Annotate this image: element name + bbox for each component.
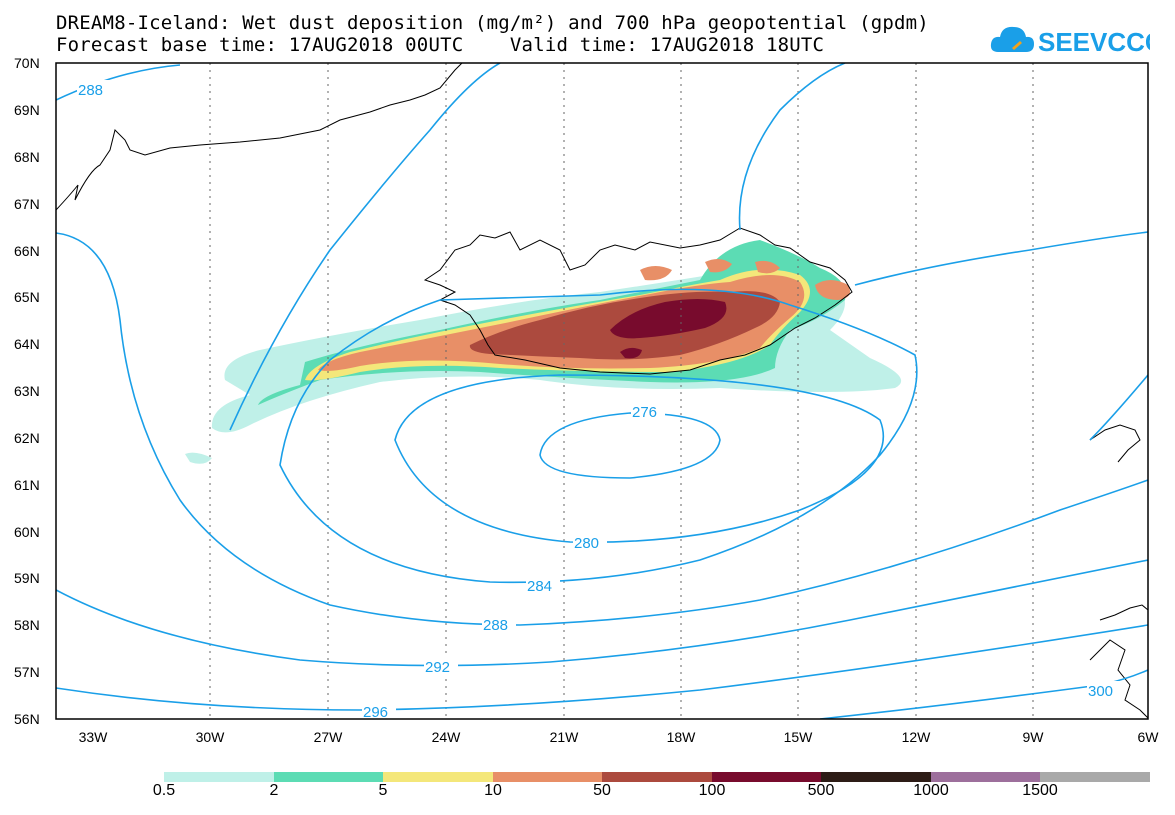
dust-band-10-north	[640, 258, 780, 281]
legend-swatch	[712, 772, 821, 782]
contour-east	[1089, 374, 1148, 441]
lat-label: 57N	[14, 664, 40, 680]
lat-label: 64N	[14, 336, 40, 352]
contour-label: 288	[483, 617, 508, 634]
seevccc-logo: SEEVCCC	[990, 26, 1150, 57]
contour-label: 280	[574, 535, 599, 552]
lat-label: 61N	[14, 477, 40, 493]
lon-label: 24W	[432, 729, 462, 745]
legend-label: 2	[269, 782, 279, 799]
legend-label: 100	[698, 782, 726, 799]
lat-label: 60N	[14, 524, 40, 540]
lat-label: 58N	[14, 617, 40, 633]
greenland-coast	[55, 62, 463, 211]
legend-swatch	[274, 772, 383, 782]
lat-label: 70N	[14, 55, 40, 71]
longitude-axis: 33W 30W 27W 24W 21W 18W 15W 12W 9W 6W	[79, 729, 1160, 745]
dust-band-0.5-spot	[185, 452, 212, 464]
logo-text: SEEVCCC	[1038, 27, 1150, 57]
cloud-icon	[990, 26, 1034, 52]
latitude-axis: 70N 69N 68N 67N 66N 65N 64N 63N 62N 61N …	[14, 55, 40, 727]
legend-swatch	[1040, 772, 1150, 782]
lat-label: 69N	[14, 102, 40, 118]
scotland-coast	[1089, 604, 1149, 719]
lat-label: 56N	[14, 711, 40, 727]
lon-label: 15W	[784, 729, 814, 745]
contour-labels: 288 276 280 284 288 292 296 300	[77, 80, 1121, 721]
lat-label: 65N	[14, 289, 40, 305]
legend-swatch	[931, 772, 1040, 782]
lat-label: 66N	[14, 243, 40, 259]
map-subtitle: Forecast base time: 17AUG2018 00UTC Vali…	[56, 34, 825, 56]
contour-284	[279, 288, 918, 584]
lon-label: 18W	[667, 729, 697, 745]
legend-swatch	[164, 772, 274, 782]
legend-label: 1500	[1022, 782, 1058, 799]
contour-300	[819, 669, 1148, 719]
contour-276	[539, 412, 721, 479]
legend-swatch	[383, 772, 493, 782]
lon-label: 21W	[550, 729, 580, 745]
contour-288-inner	[56, 232, 1148, 626]
lat-label: 63N	[14, 383, 40, 399]
legend-label: 5	[378, 782, 388, 799]
graticule	[209, 63, 1034, 719]
lon-label: 30W	[196, 729, 226, 745]
map-frame	[55, 62, 1149, 720]
contour-trough	[229, 63, 846, 431]
contour-296	[56, 624, 1148, 711]
dust-band-100	[610, 299, 727, 359]
contour-label: 288	[78, 82, 103, 99]
lon-label: 33W	[79, 729, 109, 745]
contour-label: 300	[1088, 683, 1113, 700]
legend-swatch	[821, 772, 931, 782]
faroe-shetland-coast	[1089, 424, 1141, 463]
lon-label: 6W	[1138, 729, 1160, 745]
map-title: DREAM8-Iceland: Wet dust deposition (mg/…	[56, 12, 929, 34]
lon-label: 12W	[902, 729, 932, 745]
coastlines	[55, 62, 1149, 719]
lat-label: 59N	[14, 570, 40, 586]
legend-swatch	[493, 772, 602, 782]
geopotential-contours	[56, 63, 1148, 719]
iceland-coast	[423, 227, 853, 375]
legend-swatch	[602, 772, 712, 782]
contour-288-outer	[56, 64, 181, 101]
legend-label: 1000	[913, 782, 949, 799]
dust-band-10-east	[815, 280, 851, 300]
contour-label: 284	[527, 578, 552, 595]
lon-label: 9W	[1023, 729, 1045, 745]
contour-292	[56, 559, 1148, 667]
contour-ridge	[854, 231, 1148, 286]
lat-label: 68N	[14, 149, 40, 165]
legend-label: 0.5	[152, 782, 176, 799]
lon-label: 27W	[314, 729, 344, 745]
legend-label: 10	[484, 782, 502, 799]
legend-label: 50	[593, 782, 611, 799]
legend-label: 500	[807, 782, 835, 799]
lat-label: 62N	[14, 430, 40, 446]
legend-colorbar	[164, 772, 1150, 782]
contour-label: 276	[632, 404, 657, 421]
contour-label: 296	[363, 704, 388, 721]
contour-280	[394, 374, 885, 544]
contour-label: 292	[425, 659, 450, 676]
lat-label: 67N	[14, 196, 40, 212]
dust-deposition-field	[185, 240, 902, 464]
